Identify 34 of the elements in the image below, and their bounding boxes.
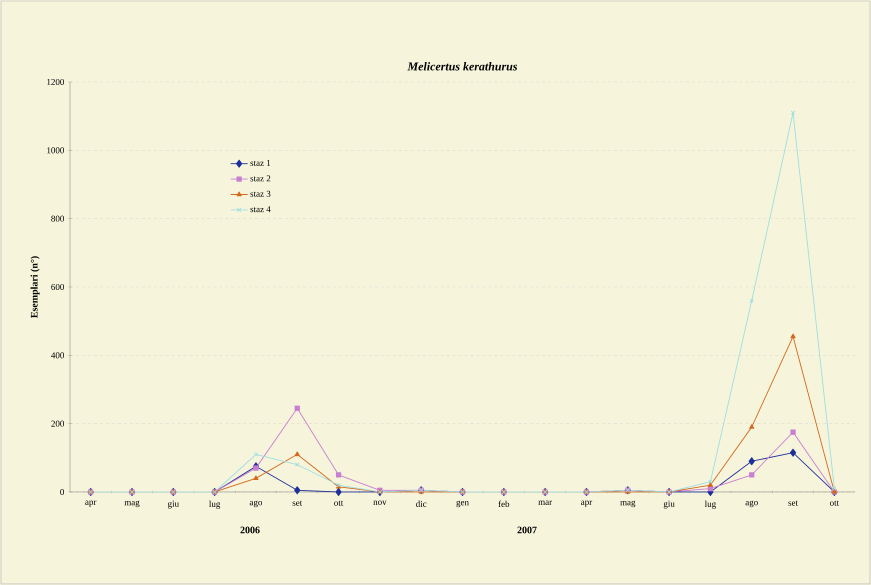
x-tick-label: lug — [704, 500, 716, 509]
y-tick-label: 1200 — [47, 78, 64, 86]
legend-label: staz 1 — [250, 160, 270, 166]
chart-title: Melicertus kerathurus — [407, 62, 518, 70]
y-tick-label: 200 — [51, 420, 64, 427]
x-tick-label: mag — [620, 500, 636, 508]
x-tick-label: mag — [124, 500, 140, 508]
legend-label: staz 3 — [250, 190, 270, 197]
x-tick-label: giu — [168, 500, 179, 509]
y-tick-label: 600 — [51, 284, 64, 290]
y-tick-label: 0 — [60, 488, 64, 496]
x-tick-label: giu — [664, 500, 675, 509]
x-tick-label: ago — [746, 500, 758, 508]
x-tick-label: set — [292, 500, 302, 506]
x-tick-label: nov — [373, 500, 387, 505]
x-tick-label: ott — [830, 500, 840, 506]
x-tick-label: apr — [581, 500, 592, 507]
x-tick-label: gen — [456, 500, 469, 508]
legend-label: staz 2 — [250, 175, 270, 182]
x-tick-label: mar — [538, 500, 552, 505]
x-tick-label: ott — [334, 500, 344, 506]
x-tick-label: set — [788, 500, 798, 506]
x-tick-label: apr — [85, 500, 96, 507]
x-tick-label: lug — [209, 500, 220, 509]
x-tick-label: feb — [498, 500, 510, 508]
x-tick-label: ago — [250, 500, 262, 508]
y-tick-label: 1000 — [47, 147, 64, 154]
x-tick-label: dic — [416, 500, 426, 507]
text: 2006 — [240, 526, 260, 534]
text: 2007 — [517, 526, 537, 534]
y-axis-title: Esemplari (n°) — [30, 256, 40, 318]
legend-label: staz 4 — [250, 206, 271, 212]
y-tick-label: 800 — [51, 216, 64, 222]
y-tick-label: 400 — [51, 352, 64, 358]
